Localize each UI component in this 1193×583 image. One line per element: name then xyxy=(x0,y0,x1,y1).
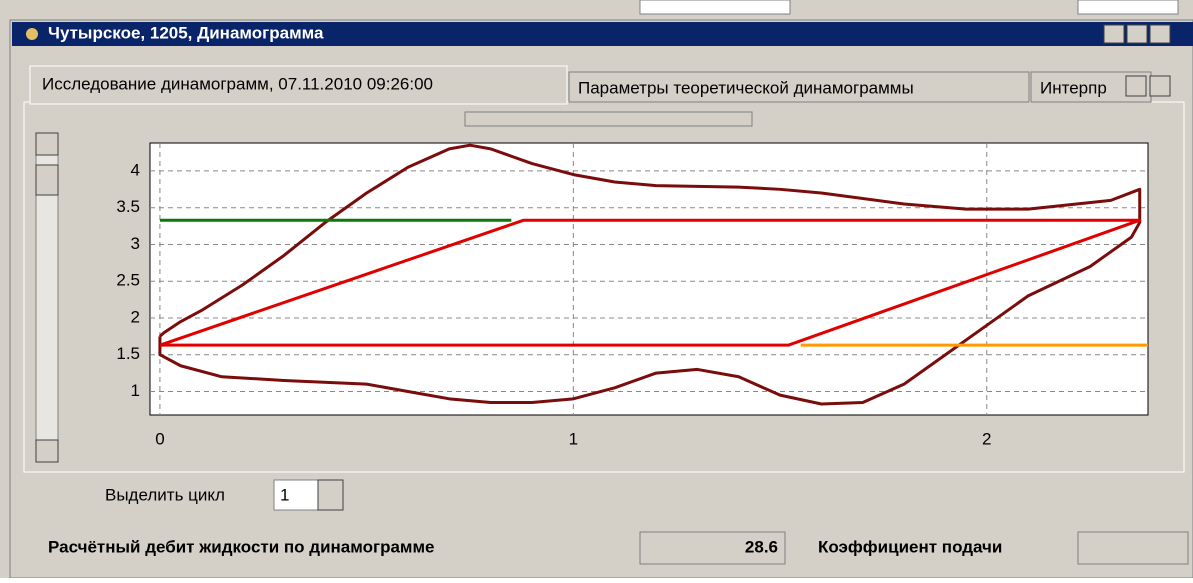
tab[interactable] xyxy=(29,65,568,105)
y-tick-label: 3 xyxy=(131,234,140,253)
cycle-value: 1 xyxy=(280,485,289,504)
scroll-up[interactable] xyxy=(35,132,59,156)
feed-field xyxy=(1077,531,1189,565)
y-tick-label: 2 xyxy=(131,307,140,326)
x-tick-label: 1 xyxy=(569,429,578,448)
y-tick-label: 1 xyxy=(131,381,140,400)
tab-label: Исследование динамограмм, 07.11.2010 09:… xyxy=(42,74,433,93)
plot-area xyxy=(149,142,1149,416)
series-line xyxy=(159,218,1142,347)
top-field xyxy=(639,0,791,15)
cycle-spinner[interactable] xyxy=(317,479,344,511)
flow-label: Расчётный дебит жидкости по динамограмме xyxy=(48,537,435,556)
y-tick-label: 3.5 xyxy=(116,197,140,216)
x-tick-label: 0 xyxy=(155,429,164,448)
close-button[interactable] xyxy=(1149,24,1171,44)
flow-value: 28.6 xyxy=(745,537,778,556)
cycle-input[interactable] xyxy=(273,479,319,511)
y-tick-label: 4 xyxy=(131,160,140,179)
y-tick-label: 1.5 xyxy=(116,344,140,363)
cycle-label: Выделить цикл xyxy=(105,485,225,504)
tab-scroll-left[interactable] xyxy=(1125,75,1147,97)
maximize-button[interactable] xyxy=(1126,24,1148,44)
tab-scroll-right[interactable] xyxy=(1149,75,1171,97)
flow-field xyxy=(639,531,786,565)
top-field xyxy=(1077,0,1179,15)
tab-label: Параметры теоретической динамограммы xyxy=(578,78,914,97)
scroll-thumb[interactable] xyxy=(35,164,59,196)
chart: 1 1.5 2 2.5 3 3.5 4 0 1 2 xyxy=(116,143,1148,448)
y-tick-label: 2.5 xyxy=(116,271,140,290)
minimize-button[interactable] xyxy=(1103,24,1125,44)
scroll-down[interactable] xyxy=(35,439,59,463)
series-line xyxy=(158,143,1142,406)
tab[interactable] xyxy=(568,71,1030,103)
tab-label: Интерпр xyxy=(1040,78,1107,97)
window-title: Чутырское, 1205, Динамограмма xyxy=(48,23,324,42)
dropdown[interactable] xyxy=(464,111,753,127)
x-tick-label: 2 xyxy=(982,429,991,448)
window-icon xyxy=(26,28,38,40)
feed-label: Коэффициент подачи xyxy=(818,537,1002,556)
title-bar xyxy=(12,22,1193,46)
